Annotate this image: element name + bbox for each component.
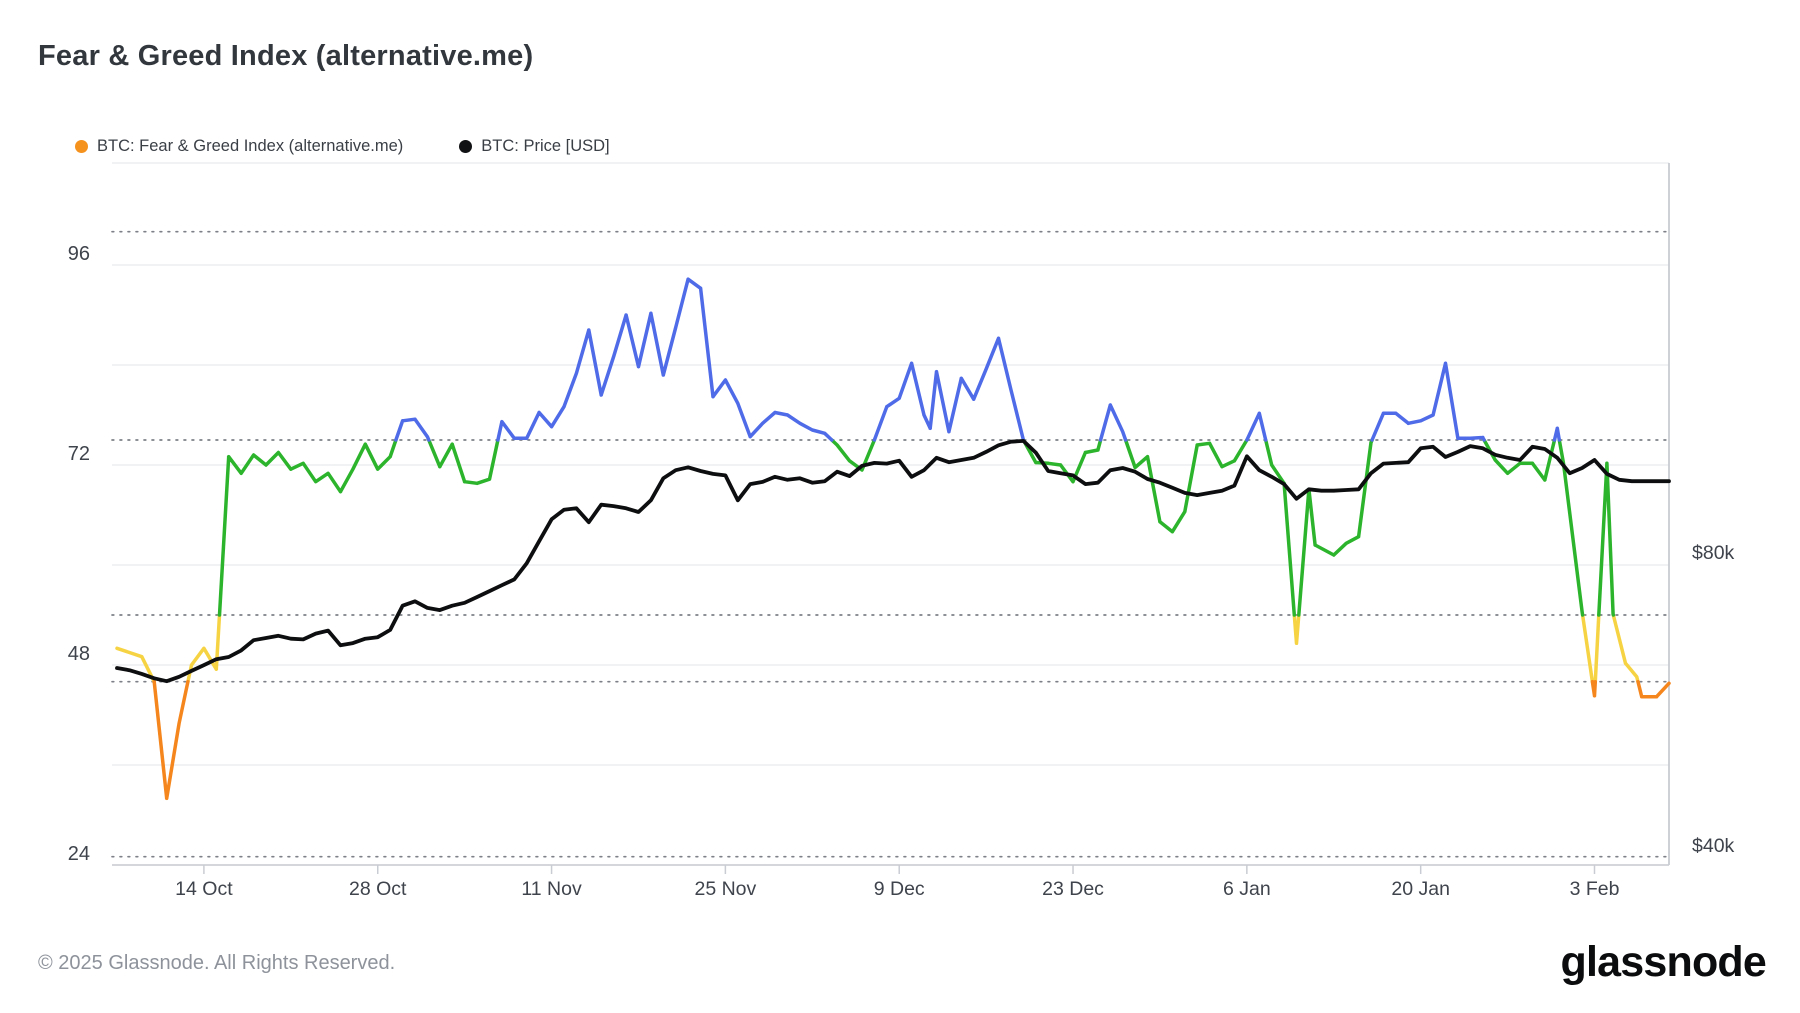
legend-label-price: BTC: Price [USD] — [481, 137, 610, 155]
right-axis-tick-label: $80k — [1692, 542, 1735, 564]
x-axis-tick-label: 3 Feb — [1570, 878, 1620, 900]
glassnode-logo: glassnode — [1560, 938, 1767, 986]
legend-item-fng[interactable]: BTC: Fear & Greed Index (alternative.me) — [75, 137, 403, 156]
x-axis-tick-label: 23 Dec — [1042, 878, 1104, 900]
fng-legend-dot-icon — [75, 140, 88, 153]
price-legend-dot-icon — [459, 140, 473, 153]
fng-index-line — [217, 438, 1616, 617]
btc-price-line — [115, 439, 1671, 684]
left-axis-tick-label: 48 — [68, 643, 90, 665]
page-title: Fear & Greed Index (alternative.me) — [38, 40, 534, 72]
chart-legend: BTC: Fear & Greed Index (alternative.me)… — [75, 137, 610, 156]
x-axis-tick-label: 14 Oct — [175, 878, 233, 900]
fng-index-line — [152, 679, 1671, 801]
left-axis-tick-label: 24 — [68, 843, 90, 865]
right-axis-tick-label: $40k — [1692, 835, 1735, 857]
legend-label-fng: BTC: Fear & Greed Index (alternative.me) — [97, 137, 404, 155]
x-axis-tick-label: 11 Nov — [521, 878, 582, 900]
x-axis-tick-label: 6 Jan — [1223, 878, 1271, 900]
legend-item-price[interactable]: BTC: Price [USD] — [459, 137, 610, 156]
copyright-text: © 2025 Glassnode. All Rights Reserved. — [38, 952, 396, 974]
x-axis-tick-label: 20 Jan — [1391, 878, 1450, 900]
x-axis-tick-label: 28 Oct — [349, 878, 407, 900]
x-axis-tick-label: 9 Dec — [874, 878, 925, 900]
fng-index-line — [394, 277, 1562, 442]
fng-index-line — [115, 613, 1640, 684]
left-axis-tick-label: 72 — [68, 443, 90, 465]
x-axis-tick-label: 25 Nov — [694, 878, 756, 900]
left-axis-tick-label: 96 — [68, 243, 90, 265]
